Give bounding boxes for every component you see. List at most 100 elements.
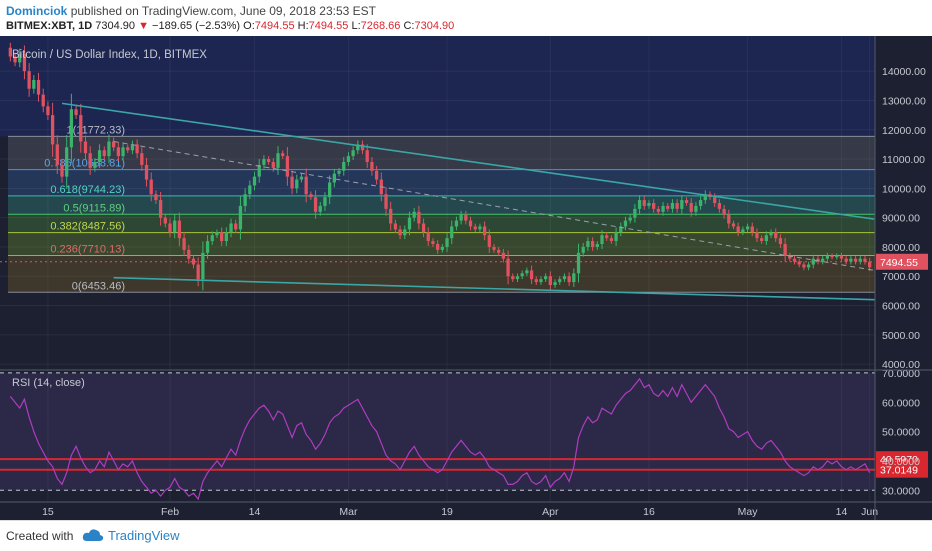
candle-body: [173, 220, 177, 233]
candle-body: [398, 229, 402, 236]
price-tick-label: 6000.00: [882, 301, 920, 313]
candle-body: [468, 220, 473, 227]
chart-area[interactable]: 1(11772.33) 0.786(10638.81) 0.618(9744.23)…: [0, 36, 932, 520]
price-tick-label: 11000.00: [882, 154, 925, 166]
candle-body: [421, 223, 426, 233]
candle-body: [736, 226, 740, 233]
candle-body: [65, 147, 69, 177]
high-value: 7494.55: [308, 20, 349, 32]
price-tick-label: 10000.00: [882, 183, 926, 195]
candle-body: [605, 235, 609, 239]
trendlines[interactable]: [61, 102, 875, 301]
candle-body: [797, 261, 801, 265]
candle-body: [257, 164, 261, 177]
candle-body: [525, 270, 529, 274]
footer: Created with TradingView: [0, 520, 932, 551]
axes: 14000.00 13000.00 12000.00 11000.00 10000.00…: [0, 66, 928, 518]
author-link[interactable]: Dominciok: [6, 4, 68, 18]
time-tick-label: 19: [441, 506, 453, 518]
candle-body: [755, 232, 759, 239]
candle-body: [318, 205, 322, 212]
candle-body: [126, 147, 130, 151]
candle-body: [670, 203, 675, 209]
last-price: 7304.90: [95, 20, 136, 32]
candle-body: [487, 235, 491, 247]
candle-body: [356, 144, 360, 151]
time-tick-label: 16: [643, 506, 655, 518]
candle-body: [374, 170, 379, 180]
candle-body: [342, 161, 346, 171]
candle-body: [154, 194, 158, 201]
candle-body: [205, 241, 210, 253]
candle-body: [511, 276, 515, 280]
candle-body: [637, 200, 642, 209]
candle-body: [403, 229, 407, 236]
rsi-band-tag: [876, 461, 928, 478]
candle-body: [722, 208, 726, 215]
time-axis[interactable]: [0, 502, 932, 520]
candle-body: [346, 156, 351, 162]
candle-body: [360, 144, 365, 151]
candle-body: [863, 258, 867, 262]
candle-body: [633, 208, 637, 218]
publish-info: Dominciok published on TradingView.com, …: [6, 4, 376, 18]
price-tick-label: 12000.00: [882, 125, 926, 137]
fib-level-label: 0.382(8487.56): [50, 221, 125, 233]
candle-body: [623, 220, 628, 227]
candle-body: [844, 258, 848, 262]
candle-body: [482, 226, 487, 236]
candle-body: [248, 185, 252, 195]
tradingview-cloud-icon: [82, 529, 104, 541]
fib-level-label: 0.5(9115.89): [63, 202, 125, 214]
candle-body: [309, 194, 313, 198]
candle-body: [816, 258, 820, 262]
candle-body: [492, 246, 496, 250]
price-tick-label: 8000.00: [882, 242, 920, 254]
fib-level-label: 1(11772.33): [66, 124, 125, 136]
tradingview-link[interactable]: TradingView: [108, 528, 180, 543]
candle-body: [450, 226, 454, 239]
candle-body: [116, 147, 120, 157]
candle-body: [290, 176, 294, 189]
candle-body: [586, 241, 590, 247]
candle-body: [666, 205, 670, 209]
candle-body: [210, 235, 214, 242]
fib-retracement[interactable]: 1(11772.33) 0.786(10638.81) 0.618(9744.23)…: [8, 124, 875, 293]
candle-body: [220, 232, 224, 242]
chart-header: Dominciok published on TradingView.com, …: [0, 0, 932, 36]
candle-body: [50, 115, 55, 145]
candle-body: [497, 249, 501, 253]
fib-zones: [0, 36, 875, 491]
candle-body: [713, 197, 717, 203]
candle-body: [642, 200, 646, 206]
down-arrow-icon: ▼: [138, 20, 149, 32]
candle-body: [703, 194, 707, 201]
candle-body: [745, 226, 750, 230]
candle-body: [8, 47, 12, 57]
candle-body: [234, 223, 238, 230]
candle-body: [121, 147, 125, 157]
candle-body: [83, 141, 88, 154]
candle-body: [440, 246, 444, 250]
rsi-band-label: 37.0149: [880, 465, 918, 477]
high-label: H:: [297, 20, 309, 32]
candle-body: [74, 109, 78, 116]
published-text: published on TradingView.com, June 09, 2…: [70, 4, 377, 18]
time-tick-label: Mar: [339, 506, 358, 518]
candle-body: [600, 235, 604, 245]
candle-body: [544, 276, 548, 280]
candles: [8, 42, 872, 291]
candle-body: [149, 179, 153, 195]
candle-body: [196, 264, 200, 280]
candle-body: [614, 232, 618, 242]
candle-body: [22, 53, 27, 72]
time-tick-label: Apr: [542, 506, 559, 518]
candle-body: [238, 205, 243, 230]
candle-body: [187, 249, 191, 259]
rsi-tick-label: 40.0000: [882, 456, 920, 468]
candle-body: [135, 144, 139, 154]
candle-body: [281, 153, 285, 157]
candle-body: [454, 220, 459, 227]
candle-body: [741, 229, 745, 233]
candle-body: [802, 264, 806, 268]
